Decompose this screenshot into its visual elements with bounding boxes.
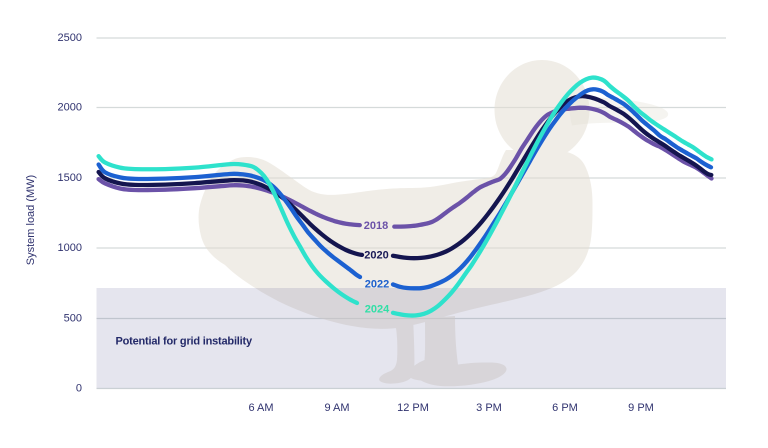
svg-text:9 PM: 9 PM bbox=[628, 402, 654, 414]
svg-text:2024: 2024 bbox=[365, 304, 390, 316]
svg-text:12 PM: 12 PM bbox=[397, 402, 429, 414]
svg-text:2500: 2500 bbox=[58, 32, 82, 44]
svg-text:2018: 2018 bbox=[364, 220, 388, 232]
svg-text:2020: 2020 bbox=[364, 250, 388, 262]
svg-text:1000: 1000 bbox=[58, 242, 82, 254]
svg-text:1500: 1500 bbox=[58, 172, 82, 184]
svg-text:2022: 2022 bbox=[365, 279, 389, 291]
svg-text:0: 0 bbox=[76, 383, 82, 395]
svg-text:9 AM: 9 AM bbox=[324, 402, 349, 414]
svg-text:2000: 2000 bbox=[58, 102, 82, 114]
svg-text:System load (MW): System load (MW) bbox=[25, 175, 37, 265]
svg-text:6 AM: 6 AM bbox=[248, 402, 273, 414]
svg-text:500: 500 bbox=[64, 313, 82, 325]
svg-text:Potential for grid instability: Potential for grid instability bbox=[116, 336, 253, 348]
svg-text:6 PM: 6 PM bbox=[552, 402, 578, 414]
svg-text:3 PM: 3 PM bbox=[476, 402, 502, 414]
